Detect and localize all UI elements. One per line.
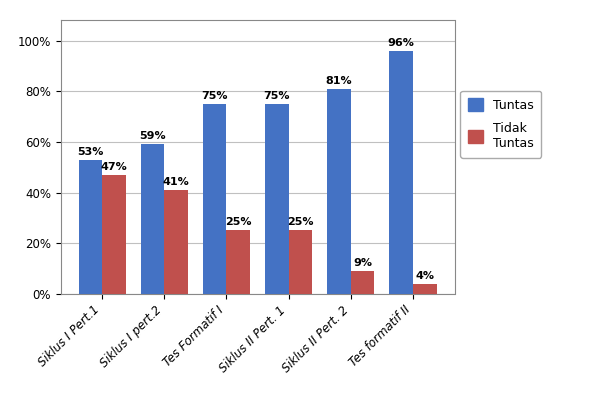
- Text: 96%: 96%: [388, 38, 415, 48]
- Text: 9%: 9%: [353, 258, 372, 268]
- Text: 47%: 47%: [101, 162, 127, 172]
- Text: 25%: 25%: [225, 217, 251, 227]
- Bar: [389, 51, 413, 294]
- Text: 53%: 53%: [77, 146, 104, 157]
- Bar: [413, 284, 436, 294]
- Bar: [203, 104, 227, 294]
- Text: 59%: 59%: [139, 131, 166, 142]
- Bar: [327, 89, 351, 294]
- Legend: Tuntas, Tidak
Tuntas: Tuntas, Tidak Tuntas: [461, 91, 541, 157]
- Bar: [265, 104, 288, 294]
- Text: 75%: 75%: [201, 91, 228, 101]
- Bar: [351, 271, 375, 294]
- Bar: [102, 175, 126, 294]
- Bar: [141, 144, 164, 294]
- Bar: [164, 190, 188, 294]
- Text: 41%: 41%: [163, 177, 190, 187]
- Bar: [288, 231, 312, 294]
- Bar: [79, 160, 102, 294]
- Bar: [227, 231, 250, 294]
- Text: 25%: 25%: [287, 217, 314, 227]
- Text: 81%: 81%: [325, 76, 352, 86]
- Text: 4%: 4%: [415, 271, 435, 281]
- Text: 75%: 75%: [264, 91, 290, 101]
